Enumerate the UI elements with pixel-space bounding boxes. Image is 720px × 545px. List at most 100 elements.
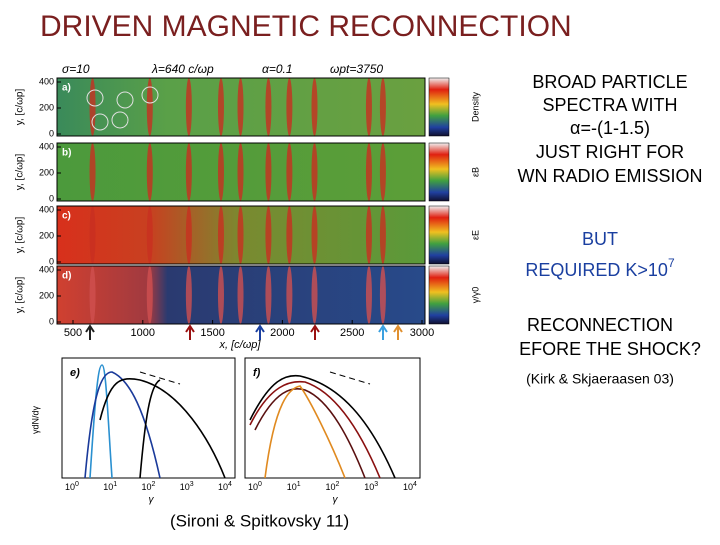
spectrum-frame [244, 357, 421, 479]
y-tick-label: 0 [49, 316, 54, 326]
current-sheet [265, 206, 272, 264]
current-sheet [365, 143, 372, 201]
powerlaw-guide [139, 371, 181, 385]
spectrum-x-tick: 101 [287, 481, 301, 493]
spectrum-curve [89, 364, 113, 479]
tick-base: 10 [287, 482, 297, 492]
text-line: SPECTRA WITH [542, 95, 677, 115]
header-label: α=0.1 [262, 62, 293, 76]
required-main: REQUIRED K>10 [525, 260, 668, 280]
current-sheet [265, 266, 272, 324]
y-tick-label: 0 [49, 193, 54, 203]
slide-title: DRIVEN MAGNETIC RECONNECTION [40, 10, 572, 43]
current-sheet [217, 143, 224, 201]
current-sheet [365, 266, 372, 324]
spectrum-x-tick: 102 [326, 481, 340, 493]
colorbar [428, 265, 450, 325]
but-text: BUT [582, 229, 618, 249]
arrow [185, 324, 195, 340]
current-sheet [146, 206, 153, 264]
current-sheet [89, 206, 96, 264]
current-sheet [265, 78, 272, 136]
spectrum-curve [254, 388, 366, 479]
island [141, 86, 159, 104]
current-sheet [286, 78, 293, 136]
tick-base: 10 [103, 482, 113, 492]
spectrum-x-tick: 101 [103, 481, 117, 493]
colorbar-label: γ/γ0 [470, 287, 480, 304]
question-line: RECONNECTION [527, 315, 673, 335]
spectrum-x-tick: 104 [218, 481, 232, 493]
arrow [393, 324, 403, 340]
arrow [310, 324, 320, 340]
y-tick-label: 200 [39, 290, 54, 300]
right-text: BROAD PARTICLE SPECTRA WITH α=-(1-1.5) JUST… [517, 72, 702, 387]
spectrum-letter: e) [70, 367, 80, 379]
current-sheet [286, 206, 293, 264]
tick-exp: 2 [336, 481, 340, 488]
tick-exp: 1 [113, 481, 117, 488]
y-tick-label: 400 [39, 76, 54, 86]
colorbar [428, 77, 450, 137]
caption: (Sironi & Spitkovsky 11) [170, 511, 349, 530]
panel-letter: c) [62, 211, 71, 222]
y-axis-label: y, [c/ωp] [15, 277, 26, 314]
colorbar [428, 205, 450, 265]
spectrum-x-label: γ [333, 495, 339, 506]
current-sheet [286, 143, 293, 201]
text-line: α=-(1-1.5) [570, 118, 650, 138]
tick-base: 10 [364, 482, 374, 492]
required-text: REQUIRED K>107 [525, 256, 675, 280]
tick-base: 10 [65, 482, 75, 492]
island [111, 111, 129, 129]
arrow [85, 324, 95, 340]
spectrum-x-tick: 103 [180, 481, 194, 493]
text-line: JUST RIGHT FOR [536, 142, 684, 162]
colorbar-label: Density [470, 91, 480, 122]
panel-letter: b) [62, 148, 71, 159]
spectrum-x-tick: 100 [248, 481, 262, 493]
spectrum-x-tick: 103 [364, 481, 378, 493]
current-sheet [185, 143, 192, 201]
current-sheet [237, 143, 244, 201]
y-tick-label: 400 [39, 264, 54, 274]
current-sheet [286, 266, 293, 324]
current-sheet [185, 78, 192, 136]
tick-exp: 3 [190, 481, 194, 488]
y-tick-label: 400 [39, 141, 54, 151]
header-label: λ=640 c/ωp [151, 62, 214, 76]
current-sheet [146, 266, 153, 324]
x-axis-label: x, [c/ωp] [219, 339, 262, 351]
powerlaw-guide [329, 371, 371, 385]
current-sheet [237, 78, 244, 136]
tick-exp: 3 [374, 481, 378, 488]
y-tick-label: 200 [39, 167, 54, 177]
panel-frame [56, 142, 426, 202]
required-sup: 7 [668, 256, 675, 270]
spectrum-curve [84, 371, 161, 479]
x-tick-label: 2000 [270, 327, 294, 339]
x-tick-label: 1000 [131, 327, 155, 339]
tick-exp: 4 [228, 481, 232, 488]
tick-base: 10 [180, 482, 190, 492]
current-sheet [185, 266, 192, 324]
tick-base: 10 [403, 482, 413, 492]
text-line: BROAD PARTICLE [532, 72, 687, 92]
simulation-figure: σ=10 λ=640 c/ωp α=0.1 ωpt=3750 a) 0 200 400 y, [… [15, 62, 481, 351]
y-tick-label: 0 [49, 128, 54, 138]
tick-exp: 4 [413, 481, 417, 488]
spectrum-curve [139, 379, 161, 479]
y-axis-label: y, [c/ωp] [15, 154, 26, 191]
current-sheet [379, 266, 386, 324]
current-sheet [237, 266, 244, 324]
panel-frame [56, 205, 426, 265]
tick-base: 10 [248, 482, 258, 492]
current-sheet [185, 206, 192, 264]
current-sheet [146, 78, 153, 136]
spectrum-letter: f) [253, 367, 261, 379]
spectrum-curve [249, 374, 396, 479]
arrow [378, 324, 388, 340]
tick-base: 10 [142, 482, 152, 492]
current-sheet [311, 143, 318, 201]
